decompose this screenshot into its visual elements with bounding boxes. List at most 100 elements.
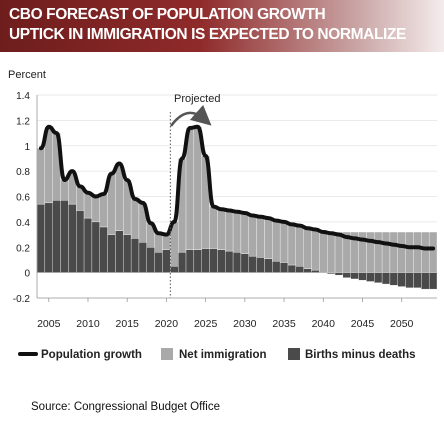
births-minus-deaths-bar (178, 252, 187, 273)
y-tick-label: 1.2 (16, 116, 30, 127)
births-minus-deaths-bar (99, 226, 108, 273)
births-minus-deaths-bar (303, 268, 312, 273)
births-minus-deaths-bar (287, 264, 296, 273)
net-immigration-bar (397, 231, 406, 273)
births-minus-deaths-bar (193, 249, 202, 273)
net-immigration-bar (413, 231, 422, 273)
net-immigration-bar (91, 196, 100, 223)
net-immigration-bar (240, 212, 249, 254)
net-immigration-bar (99, 193, 108, 228)
x-tick-label: 2010 (76, 318, 100, 330)
births-minus-deaths-bar (240, 253, 249, 273)
births-minus-deaths-bar (232, 252, 242, 273)
births-minus-deaths-bar (358, 272, 367, 281)
legend-swatch-births-minus-deaths (288, 348, 300, 360)
chart-title: CBO FORECAST OF POPULATION GROWTH (9, 6, 326, 23)
bars (36, 126, 438, 290)
x-tick-label: 2040 (312, 318, 336, 330)
net-immigration-bar (374, 231, 383, 273)
net-immigration-bar (232, 211, 242, 253)
births-minus-deaths-bar (44, 202, 53, 273)
population-growth-line (38, 124, 436, 251)
births-minus-deaths-bar (225, 250, 234, 273)
births-minus-deaths-bar (279, 262, 289, 273)
births-minus-deaths-bar (185, 249, 195, 273)
births-minus-deaths-bar (217, 249, 226, 273)
net-immigration-bar (272, 220, 281, 262)
net-immigration-bar (225, 210, 234, 252)
net-immigration-bar (334, 231, 344, 273)
chart-subtitle: UPTICK IN IMMIGRATION IS EXPECTED TO NOR… (9, 26, 406, 43)
population-growth-line (38, 124, 436, 251)
net-immigration-bar (366, 231, 375, 273)
births-minus-deaths-bar (248, 255, 257, 273)
y-tick-label: 0 (24, 269, 30, 280)
births-minus-deaths-bar (421, 272, 430, 290)
net-immigration-bar (405, 231, 414, 273)
net-immigration-bar (264, 217, 273, 259)
x-tick-label: 2025 (194, 318, 218, 330)
births-minus-deaths-bar (68, 203, 77, 273)
births-minus-deaths-bar (91, 221, 100, 273)
net-immigration-bar (256, 216, 265, 258)
legend-label-births-minus-deaths: Births minus deaths (305, 349, 416, 361)
births-minus-deaths-bar (162, 249, 171, 273)
net-immigration-bar (36, 148, 46, 205)
legend-swatch-net-immigration (161, 348, 173, 360)
axes (36, 95, 437, 299)
net-immigration-bar (295, 225, 304, 267)
y-tick-label: 0.4 (16, 218, 30, 229)
legend-label-population-growth: Population growth (41, 349, 142, 361)
net-immigration-bar (217, 209, 226, 250)
births-minus-deaths-bar (350, 272, 359, 280)
y-tick-label: 1 (24, 142, 30, 153)
net-immigration-bar (279, 221, 289, 263)
axis-labels: -0.2 0 0.2 0.4 0.6 0.8 1 1.2 1.4 Percent 2005 2010 2… (8, 69, 414, 330)
x-tick-label: 2005 (37, 318, 61, 330)
births-minus-deaths-bar (256, 257, 265, 273)
x-tick-label: 2045 (351, 318, 375, 330)
births-minus-deaths-bar (76, 210, 85, 273)
y-tick-label: 1.4 (16, 91, 30, 102)
births-minus-deaths-bar (138, 242, 147, 273)
legend-label-net-immigration: Net immigration (179, 349, 267, 361)
net-immigration-bar (162, 234, 171, 250)
net-immigration-bar (154, 233, 163, 253)
births-minus-deaths-bar (272, 261, 281, 273)
source-note: Source: Congressional Budget Office (31, 401, 221, 413)
net-immigration-bar (209, 206, 218, 249)
births-minus-deaths-bar (201, 248, 210, 273)
net-immigration-bar (287, 224, 296, 266)
births-minus-deaths-bar (52, 200, 61, 273)
title-banner: CBO FORECAST OF POPULATION GROWTH UPTICK… (0, 0, 444, 52)
births-minus-deaths-bar (295, 266, 304, 273)
net-immigration-bar (60, 179, 69, 201)
net-immigration-bar (421, 231, 430, 273)
y-tick-label: -0.2 (13, 294, 31, 305)
births-minus-deaths-bar (381, 272, 391, 285)
population-growth-chart: -0.2 0 0.2 0.4 0.6 0.8 1 1.2 1.4 Percent 2005 2010 2… (8, 69, 438, 361)
net-immigration-bar (83, 192, 93, 219)
y-tick-label: 0.6 (16, 193, 30, 204)
births-minus-deaths-bar (264, 258, 273, 273)
y-tick-label: 0.2 (16, 243, 30, 254)
births-minus-deaths-bar (170, 266, 179, 273)
x-tick-label: 2050 (390, 318, 414, 330)
x-tick-label: 2030 (233, 318, 257, 330)
births-minus-deaths-bar (366, 272, 375, 282)
x-tick-label: 2015 (116, 318, 140, 330)
x-tick-label: 2020 (155, 318, 179, 330)
net-immigration-bar (389, 231, 398, 273)
births-minus-deaths-bar (115, 230, 124, 273)
births-minus-deaths-bar (389, 272, 398, 286)
net-immigration-bar (311, 229, 320, 271)
net-immigration-bar (303, 228, 312, 269)
births-minus-deaths-bar (83, 217, 93, 273)
births-minus-deaths-bar (209, 248, 218, 273)
births-minus-deaths-bar (342, 272, 351, 278)
y-axis-label: Percent (8, 69, 46, 81)
net-immigration-bar (381, 231, 391, 273)
net-immigration-bar (319, 231, 328, 273)
births-minus-deaths-bar (428, 272, 438, 290)
net-immigration-bar (130, 198, 140, 239)
